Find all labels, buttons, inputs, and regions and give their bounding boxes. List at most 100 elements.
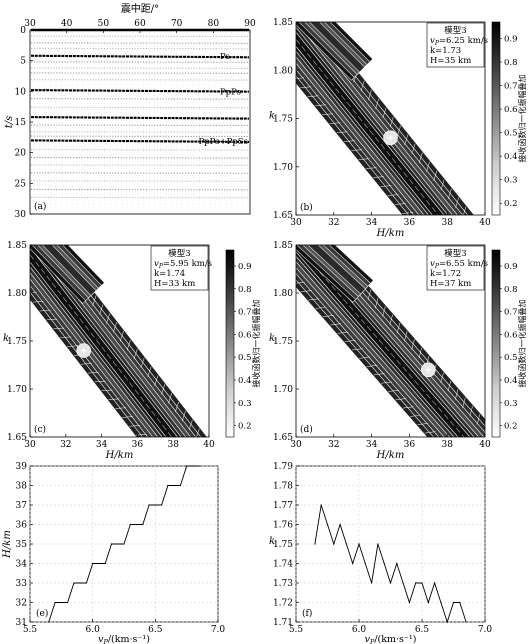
info-box bbox=[426, 22, 485, 68]
x-axis-label: H/km bbox=[105, 450, 134, 461]
colorbar-tick-label: 0.2 bbox=[504, 199, 518, 209]
data-point bbox=[110, 543, 113, 545]
contour-line bbox=[358, 158, 370, 160]
contour-line bbox=[329, 122, 341, 124]
y-tick-label: 1.78 bbox=[273, 482, 293, 492]
colorbar-tick-label: 0.5 bbox=[504, 129, 518, 139]
contour-line bbox=[389, 314, 393, 325]
colorbar-label: 接收函数归一化振幅叠加 bbox=[517, 75, 527, 163]
panel-label: (b) bbox=[300, 202, 313, 213]
colorbar-tick-label: 0.3 bbox=[504, 176, 518, 186]
contour-line bbox=[417, 226, 428, 236]
contour-line bbox=[433, 170, 438, 181]
h-value: H=37 km bbox=[430, 279, 471, 289]
contour-line bbox=[344, 140, 355, 142]
contour-field bbox=[279, 22, 485, 236]
contour-line bbox=[495, 439, 506, 449]
x-tick-label: 30 bbox=[290, 218, 302, 228]
contour-line bbox=[80, 363, 92, 365]
contour-line bbox=[448, 188, 452, 199]
panel-f: 5.5 6.0 6.5 7.0 1.71 1.72 1.73 1.74 1.75 1.76 1.77… bbox=[269, 462, 492, 644]
data-point bbox=[192, 465, 194, 467]
contour-line bbox=[322, 315, 334, 318]
contour-line bbox=[220, 464, 231, 474]
contour-line bbox=[402, 406, 414, 409]
ridge bbox=[30, 245, 231, 474]
best-fit-marker bbox=[425, 366, 432, 373]
contour-line bbox=[397, 125, 401, 137]
panel-label: (e) bbox=[36, 608, 48, 619]
x-tick-label: 38 bbox=[167, 440, 179, 450]
panel-b: 30 32 34 36 38 40 1.65 1.70 1.75 1.80 1.85 H/km k (b)… bbox=[269, 18, 527, 239]
contour-line bbox=[381, 381, 392, 384]
data-point bbox=[326, 523, 329, 526]
secondary-ridge bbox=[296, 245, 374, 303]
contour-line bbox=[368, 89, 372, 101]
x-tick-label: 40 bbox=[61, 19, 73, 29]
contour-line bbox=[168, 393, 173, 404]
y-tick-label: 1.65 bbox=[273, 211, 293, 221]
contour-line bbox=[279, 55, 290, 65]
contour-level bbox=[296, 245, 366, 295]
colorbar-tick-label: 0.6 bbox=[504, 330, 518, 340]
contour-line bbox=[367, 289, 372, 301]
y-tick-label: 1.77 bbox=[273, 501, 293, 511]
colorbar-tick-label: 0.8 bbox=[238, 285, 252, 295]
x-tick-label: 34 bbox=[96, 440, 108, 450]
contour-line bbox=[455, 389, 459, 400]
x-tick-label: 40 bbox=[479, 440, 491, 450]
colorbar-tick-label: 0.5 bbox=[504, 353, 518, 363]
contour-line bbox=[307, 95, 319, 98]
contour-line bbox=[308, 298, 320, 301]
y-axis-label: k bbox=[269, 333, 275, 344]
model-name: 模型3 bbox=[444, 248, 466, 259]
secondary-ridge bbox=[296, 22, 374, 81]
contour-line bbox=[462, 397, 466, 409]
y-tick-label: 32 bbox=[16, 599, 27, 609]
y-tick-label: 1.85 bbox=[273, 241, 293, 251]
colorbar-tick-label: 0.2 bbox=[238, 422, 252, 432]
strong-arrival bbox=[30, 54, 250, 59]
data-point bbox=[198, 465, 200, 467]
y-tick-label: 1.85 bbox=[7, 241, 27, 251]
contour-line bbox=[300, 86, 312, 89]
contour-line bbox=[213, 455, 224, 465]
x-tick-label: 6.5 bbox=[415, 625, 430, 635]
colorbar bbox=[225, 249, 235, 438]
data-point bbox=[383, 562, 385, 565]
contour-line bbox=[388, 389, 400, 392]
contour-line bbox=[143, 438, 154, 448]
contour-line bbox=[396, 322, 401, 334]
panel-label: (c) bbox=[34, 424, 46, 435]
strong-arrival bbox=[30, 89, 250, 93]
contour-line bbox=[395, 398, 407, 401]
y-tick-label: 1.65 bbox=[273, 433, 293, 443]
contour-line bbox=[351, 149, 363, 151]
y-tick-label: 1.75 bbox=[7, 337, 27, 347]
y-tick-label: 5 bbox=[20, 57, 26, 67]
x-tick-label: 34 bbox=[366, 440, 378, 450]
y-tick-label: 1.73 bbox=[273, 579, 293, 589]
contour-line bbox=[87, 372, 99, 374]
y-tick-label: 1.70 bbox=[273, 385, 293, 395]
y-tick-label: 30 bbox=[15, 210, 27, 220]
contour-line bbox=[122, 416, 134, 418]
x-axis-label: 震中距/° bbox=[121, 2, 159, 15]
contour-line bbox=[175, 401, 179, 413]
contour-line bbox=[387, 194, 399, 196]
y-tick-label: 1.71 bbox=[273, 618, 293, 628]
y-axis-label: H/km bbox=[2, 530, 13, 559]
x-tick-label: 36 bbox=[404, 218, 416, 228]
x-tick-label: 50 bbox=[98, 19, 110, 29]
contour-line bbox=[447, 452, 458, 462]
x-tick-label: 5.5 bbox=[289, 625, 304, 635]
x-tick-label: 70 bbox=[171, 19, 183, 29]
y-tick-label: 1.80 bbox=[273, 66, 293, 76]
contour-line bbox=[351, 348, 363, 351]
contour-line bbox=[440, 372, 444, 384]
k-value: k=1.72 bbox=[430, 269, 461, 279]
contour-line bbox=[30, 254, 209, 437]
data-point bbox=[352, 562, 354, 565]
data-point bbox=[54, 601, 56, 604]
contour-line bbox=[133, 348, 138, 360]
